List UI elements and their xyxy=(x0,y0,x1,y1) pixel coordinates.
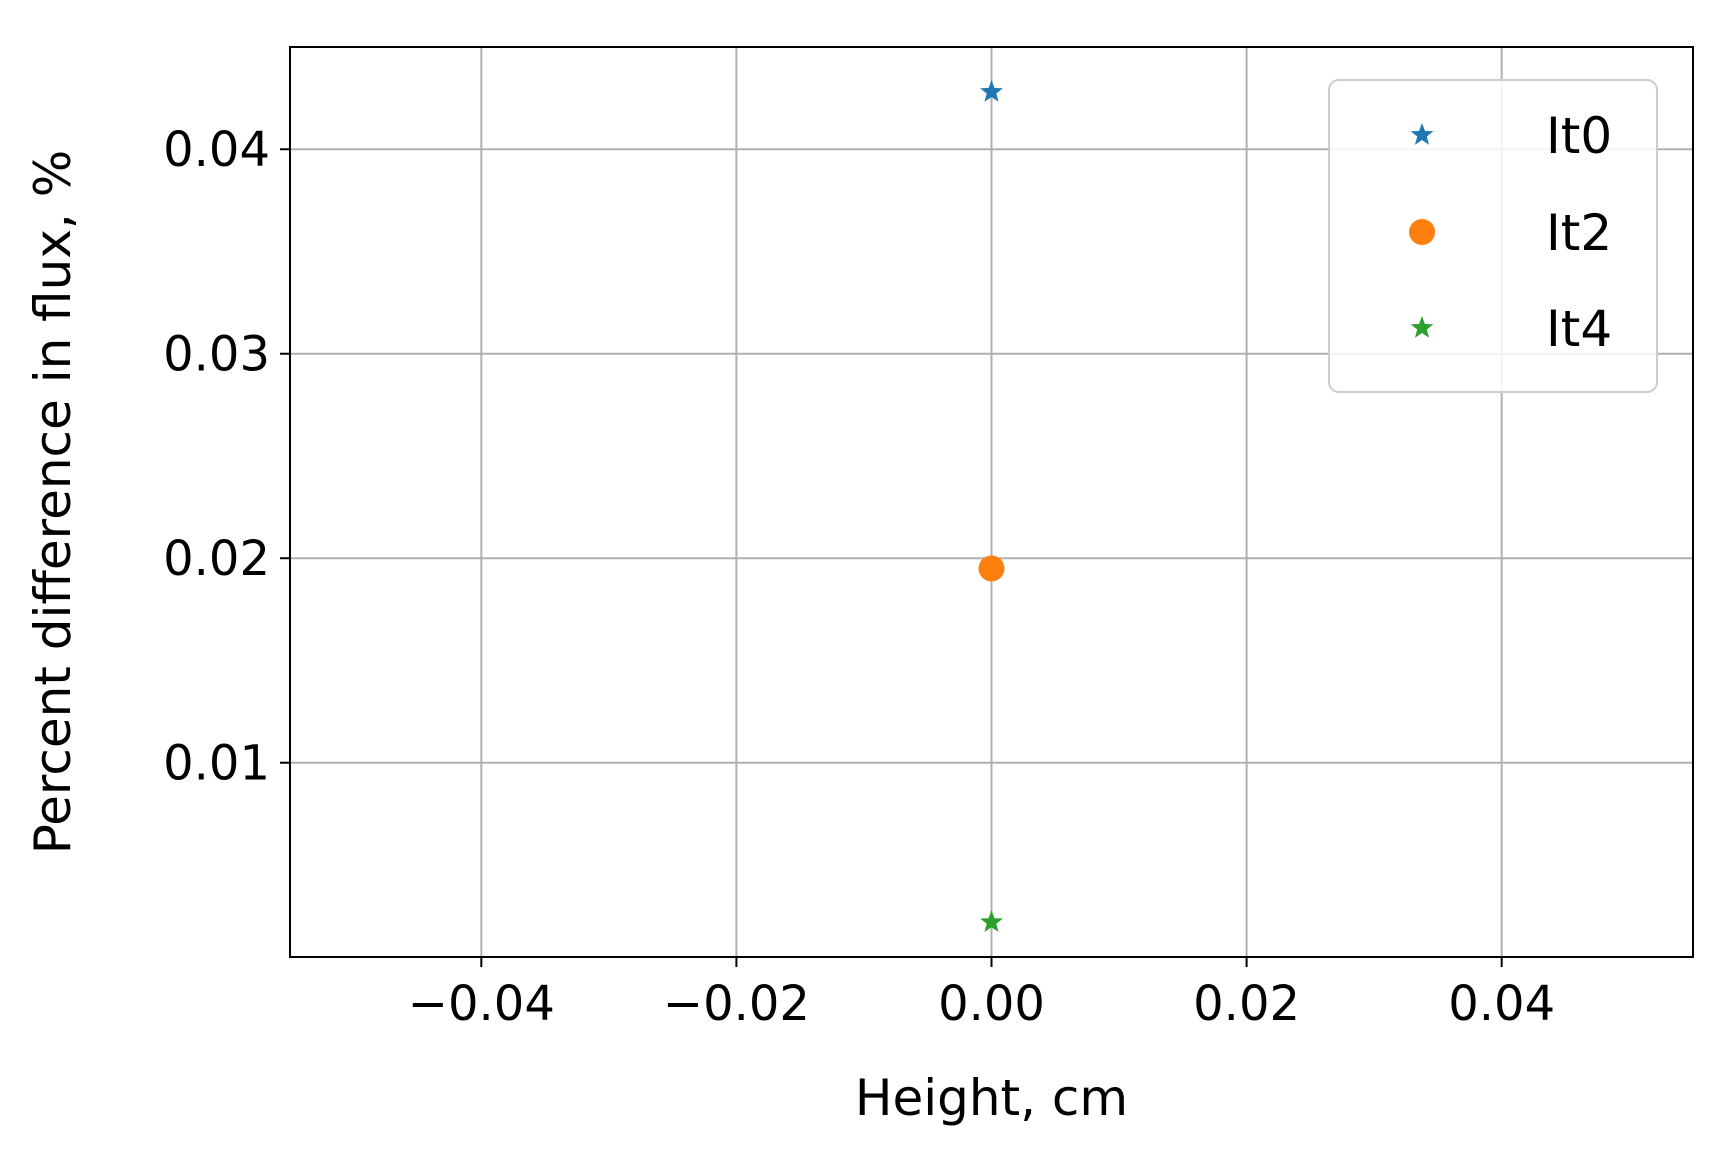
legend: It0 It2 It4 xyxy=(1328,79,1658,393)
y-tick-label: 0.03 xyxy=(163,327,270,383)
y-tick-label: 0.02 xyxy=(163,531,270,587)
legend-marker-it4 xyxy=(1410,316,1434,338)
data-point-it4 xyxy=(980,910,1003,932)
ticks: −0.04 −0.02 0.00 0.02 0.04 0.01 0.02 0.03 0.04 xyxy=(163,122,1555,1032)
legend-box xyxy=(1328,79,1658,393)
x-tick-label: −0.04 xyxy=(408,976,555,1032)
data-point-it2 xyxy=(978,555,1005,582)
legend-marker-it2 xyxy=(1409,219,1435,245)
legend-label-it2: It2 xyxy=(1546,204,1612,262)
y-tick-label: 0.01 xyxy=(163,736,270,792)
x-tick-label: −0.02 xyxy=(663,976,810,1032)
x-tick-label: 0.02 xyxy=(1193,976,1300,1032)
grid xyxy=(290,47,1693,957)
legend-label-it0: It0 xyxy=(1546,107,1612,165)
y-tick-label: 0.04 xyxy=(163,122,270,178)
data-point-it0 xyxy=(980,79,1003,102)
legend-label-it4: It4 xyxy=(1546,300,1612,358)
x-tick-label: 0.00 xyxy=(938,976,1045,1032)
y-axis-label: Percent difference in flux, % xyxy=(24,150,82,854)
legend-marker-it0 xyxy=(1410,123,1434,145)
data-marks xyxy=(978,79,1005,932)
x-axis-label: Height, cm xyxy=(855,1069,1128,1127)
x-tick-label: 0.04 xyxy=(1448,976,1555,1032)
